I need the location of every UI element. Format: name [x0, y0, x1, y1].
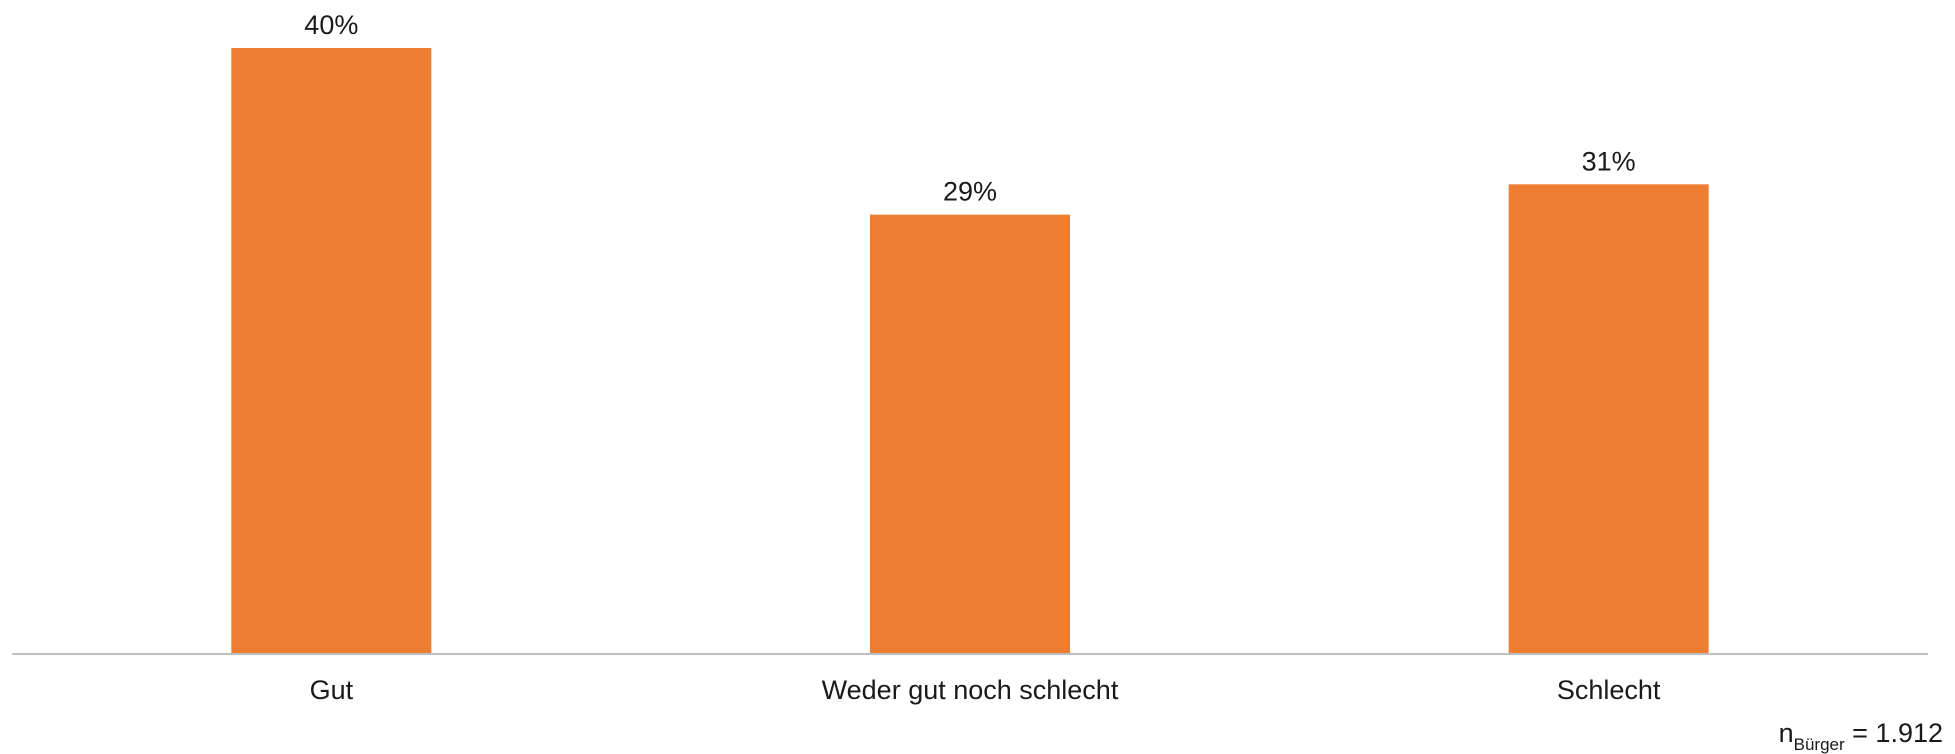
value-label-1: 29% — [943, 177, 997, 207]
bar-0 — [231, 48, 432, 654]
sample-size-value: = 1.912 — [1852, 718, 1943, 748]
category-label-0: Gut — [310, 675, 354, 705]
value-labels-layer: 40% 29% 31% — [304, 10, 1635, 207]
value-label-0: 40% — [304, 10, 358, 40]
sample-size-symbol: n — [1778, 718, 1794, 748]
category-labels-layer: Gut Weder gut noch schlecht Schlecht — [310, 675, 1661, 705]
bars-layer — [231, 48, 1709, 654]
sample-size-note: nBürger = 1.912 — [1778, 718, 1943, 753]
category-label-2: Schlecht — [1557, 675, 1661, 705]
bar-1 — [870, 214, 1070, 654]
category-label-1: Weder gut noch schlecht — [822, 675, 1119, 705]
sample-size-subscript: Bürger — [1793, 735, 1845, 754]
value-label-2: 31% — [1582, 146, 1636, 176]
bar-2 — [1508, 184, 1709, 654]
